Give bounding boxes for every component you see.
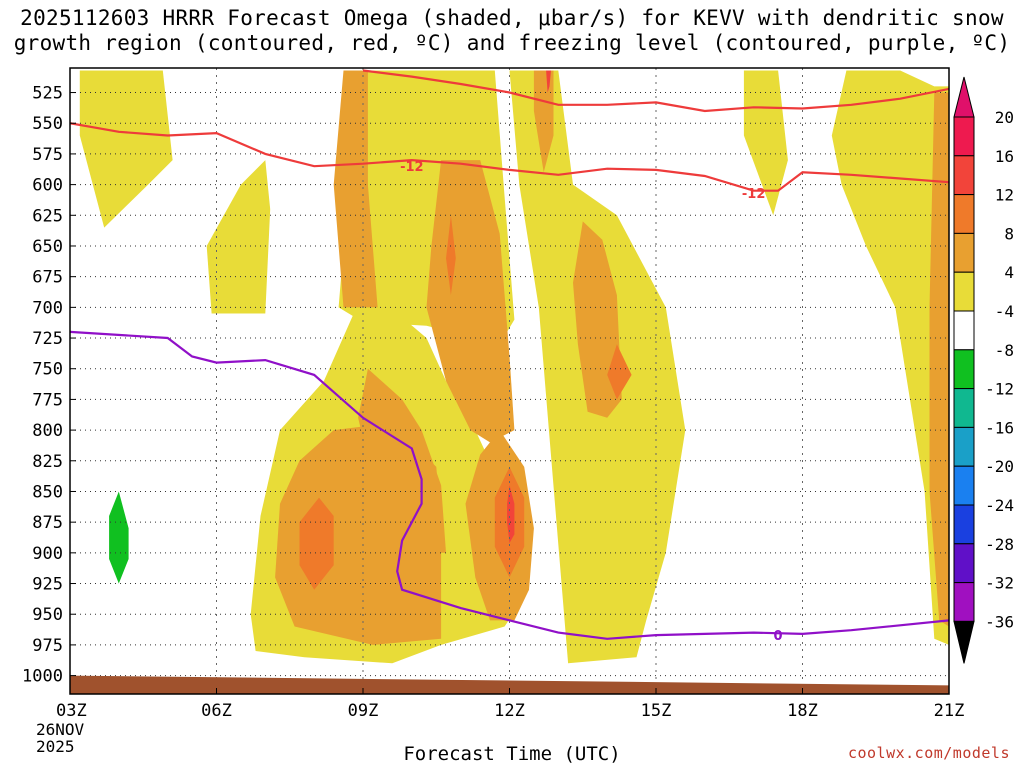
y-tick-label-525: 525: [32, 84, 63, 104]
colorbar-label-9: -20: [985, 457, 1014, 476]
colorbar-box-4: [953, 271, 975, 312]
colorbar-box-5: [953, 310, 975, 351]
colorbar-label-8: -16: [985, 418, 1014, 437]
colorbar-label-3: 8: [1004, 224, 1014, 243]
colorbar-label-5: -4: [995, 302, 1014, 321]
x-tick-label-15Z: 15Z: [641, 701, 672, 721]
dendritic-contour-0: [70, 122, 949, 192]
colorbar-top-arrow: [953, 76, 975, 118]
y-tick-label-575: 575: [32, 145, 63, 165]
omega-region-top-orange-13z: [533, 70, 554, 173]
colorbar-box-7: [953, 388, 975, 428]
y-tick-label-900: 900: [32, 544, 63, 564]
colorbar-label-11: -28: [985, 535, 1014, 554]
omega-region-east-orange: [929, 92, 949, 627]
x-tick-label-03Z: 03Z: [56, 701, 87, 721]
source-credit[interactable]: coolwx.com/models: [847, 744, 1010, 762]
y-tick-label-875: 875: [32, 513, 63, 533]
dendritic-contour-1: [362, 69, 949, 113]
omega-region-lower-orange-center: [358, 368, 446, 553]
y-tick-label-700: 700: [32, 298, 63, 318]
x-tick-sublabel-0: 26NOV: [36, 720, 85, 739]
colorbar-box-6: [953, 349, 975, 390]
omega-region-upper-orange: [333, 70, 378, 308]
y-tick-label-775: 775: [32, 390, 63, 410]
x-tick-label-21Z: 21Z: [934, 701, 965, 721]
x-tick-label-12Z: 12Z: [494, 701, 525, 721]
dendritic-contour-0-label-2: -12: [742, 187, 766, 202]
colorbar-label-6: -8: [995, 341, 1014, 360]
x-tick-label-06Z: 06Z: [201, 701, 232, 721]
freezing-contour-0-label: 0: [774, 629, 783, 644]
x-tick-label-09Z: 09Z: [348, 701, 379, 721]
dendritic-contour-0-label: -12: [400, 160, 424, 175]
colorbar-box-8: [953, 426, 975, 467]
colorbar-label-7: -12: [985, 380, 1014, 399]
colorbar-label-13: -36: [985, 612, 1014, 631]
colorbar-label-10: -24: [985, 496, 1014, 515]
colorbar-box-0: [953, 116, 975, 157]
y-tick-label-650: 650: [32, 237, 63, 257]
colorbar-label-12: -32: [985, 574, 1014, 593]
y-tick-label-675: 675: [32, 268, 63, 288]
colorbar-bottom-arrow: [953, 620, 975, 664]
colorbar-box-10: [953, 504, 975, 545]
colorbar-label-2: 12: [995, 186, 1014, 205]
omega-region-orange-dark-left: [299, 497, 334, 590]
chart-title-line-1: 2025112603 HRRR Forecast Omega (shaded, …: [20, 6, 1004, 30]
colorbar-box-3: [953, 232, 975, 273]
chart-title-line-2: growth region (contoured, red, ºC) and f…: [13, 31, 1011, 55]
y-tick-label-725: 725: [32, 329, 63, 349]
y-tick-label-1000: 1000: [22, 667, 63, 687]
omega-region-center-orange: [426, 160, 515, 443]
omega-region-east-band: [831, 70, 949, 645]
surface-terrain: [70, 675, 949, 694]
colorbar-box-2: [953, 194, 975, 234]
y-tick-label-925: 925: [32, 575, 63, 595]
colorbar-box-11: [953, 543, 975, 584]
y-tick-label-825: 825: [32, 452, 63, 472]
y-tick-label-975: 975: [32, 636, 63, 656]
y-tick-label-550: 550: [32, 114, 63, 134]
colorbar-label-4: 4: [1004, 263, 1014, 282]
omega-region-green-04z: [109, 491, 129, 584]
omega-region-orange-dark-mid: [446, 215, 456, 296]
colorbar-label-1: 16: [995, 147, 1014, 166]
colorbar-box-12: [953, 582, 975, 622]
colorbar-box-9: [953, 465, 975, 506]
colorbar-box-1: [953, 155, 975, 196]
x-axis-title: Forecast Time (UTC): [403, 743, 621, 765]
omega-region-red-12z: [507, 485, 515, 543]
y-tick-label-950: 950: [32, 605, 63, 625]
y-tick-label-750: 750: [32, 360, 63, 380]
omega-region-column-07z: [206, 160, 271, 314]
y-tick-label-600: 600: [32, 176, 63, 196]
plot-area: -12 -12 0: [70, 68, 949, 694]
omega-region-orange-dark-14z: [607, 344, 632, 400]
x-tick-label-18Z: 18Z: [787, 701, 818, 721]
y-tick-label-850: 850: [32, 482, 63, 502]
y-tick-label-625: 625: [32, 206, 63, 226]
colorbar-label-0: 20: [995, 108, 1014, 127]
omega-region-west-tall: [79, 70, 173, 228]
freezing-contour-0: [70, 330, 949, 640]
y-tick-label-800: 800: [32, 421, 63, 441]
x-tick-sublabel-1: 2025: [36, 737, 75, 756]
omega-region-red-top-13z: [546, 70, 551, 93]
